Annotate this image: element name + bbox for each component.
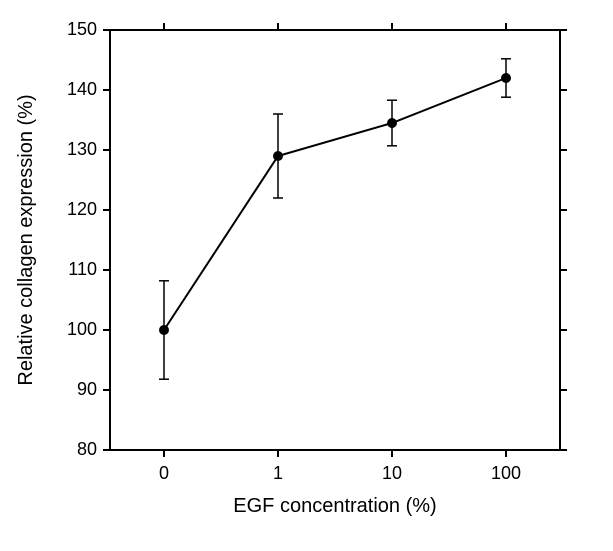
data-marker	[501, 73, 511, 83]
x-tick-label: 0	[159, 463, 169, 483]
data-marker	[159, 325, 169, 335]
y-tick-label: 100	[67, 319, 97, 339]
x-tick-label: 10	[382, 463, 402, 483]
y-tick-label: 150	[67, 19, 97, 39]
x-tick-label: 100	[491, 463, 521, 483]
y-tick-label: 90	[77, 379, 97, 399]
line-chart: 80901001101201301401500110100Relative co…	[0, 0, 613, 551]
y-axis-label: Relative collagen expression (%)	[15, 94, 37, 385]
data-marker	[387, 118, 397, 128]
x-axis-label: EGF concentration (%)	[233, 495, 436, 517]
y-tick-label: 140	[67, 79, 97, 99]
x-tick-label: 1	[273, 463, 283, 483]
y-tick-label: 130	[67, 139, 97, 159]
y-tick-label: 110	[68, 259, 97, 279]
data-marker	[273, 151, 283, 161]
chart-container: 80901001101201301401500110100Relative co…	[0, 0, 613, 551]
y-tick-label: 80	[77, 439, 97, 459]
y-tick-label: 120	[67, 199, 97, 219]
